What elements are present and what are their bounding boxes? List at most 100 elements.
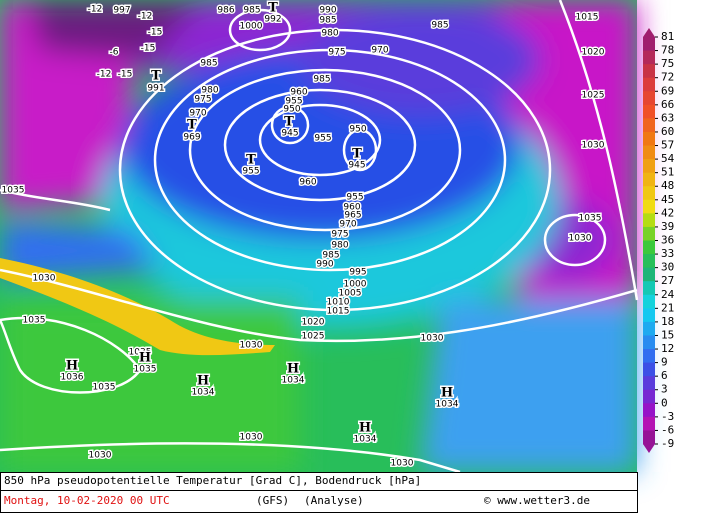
isobar-label: 991 xyxy=(147,84,164,94)
isobar-label: 1005 xyxy=(339,289,362,299)
isobar-label: 975 xyxy=(194,95,211,105)
isobar-label: 975 xyxy=(328,48,345,58)
isobar-label: 985 xyxy=(322,251,339,261)
legend-band xyxy=(643,294,655,309)
footer-analysis: (Analyse) xyxy=(304,494,364,507)
legend-tick-label: 51 xyxy=(661,166,674,179)
isobar-label: 980 xyxy=(201,86,218,96)
legend-tick-label: 36 xyxy=(661,234,674,247)
isobar-label: 1020 xyxy=(582,48,605,58)
legend-tick-label: 12 xyxy=(661,342,674,355)
legend-band xyxy=(643,91,655,106)
footer-model: (GFS) xyxy=(256,494,289,507)
legend-tick-label: 24 xyxy=(661,288,675,301)
isobar-label: 1020 xyxy=(302,318,325,328)
footer-copyright: © www.wetter3.de xyxy=(484,494,590,507)
legend-tick-label: 66 xyxy=(661,98,674,111)
legend-band xyxy=(643,281,655,296)
isobar-label: 965 xyxy=(344,211,361,221)
footer-box xyxy=(0,472,638,513)
legend-tick-label: 6 xyxy=(661,369,668,382)
isobar-label: 1030 xyxy=(240,433,263,443)
isobar-label: 1035 xyxy=(579,214,602,224)
pressure-center: H xyxy=(139,351,151,366)
legend-band xyxy=(643,254,655,269)
pressure-center: T xyxy=(352,147,362,162)
isobar-label: 975 xyxy=(331,230,348,240)
legend-band xyxy=(643,267,655,282)
isobar-label: 970 xyxy=(189,109,206,119)
legend-band xyxy=(643,403,655,418)
temperature-field xyxy=(0,0,637,472)
isobar-label: 1035 xyxy=(2,186,25,196)
legend-band xyxy=(643,145,655,160)
isobar-label: 1035 xyxy=(134,365,157,375)
isobar-label: 1034 xyxy=(282,376,305,386)
pressure-center: H xyxy=(197,374,209,389)
legend-tick-label: 57 xyxy=(661,139,674,152)
isobar-label: 980 xyxy=(331,241,348,251)
isobar-label: 1015 xyxy=(327,307,350,317)
isobar-label: 1000 xyxy=(240,22,263,32)
legend-tick-label: 45 xyxy=(661,193,674,206)
isobar-label: 955 xyxy=(242,167,259,177)
pressure-center: H xyxy=(66,359,78,374)
legend-band xyxy=(643,213,655,228)
isobar-label: 969 xyxy=(183,133,200,143)
isobar-label: 955 xyxy=(314,134,331,144)
isobar-label: 985 xyxy=(313,75,330,85)
legend-band xyxy=(643,131,655,147)
legend-tick-label: -9 xyxy=(661,437,674,450)
isobar-label: 955 xyxy=(285,97,302,107)
isobar-label: 950 xyxy=(283,105,300,115)
isobars xyxy=(0,8,638,394)
isobar-label: 1030 xyxy=(421,334,444,344)
pressure-center: H xyxy=(359,421,371,436)
legend-tick-label: 27 xyxy=(661,274,674,287)
legend-tick-label: 54 xyxy=(661,152,675,165)
legend-tick-label: 15 xyxy=(661,328,674,341)
legend-tick-label: 42 xyxy=(661,206,674,219)
legend-arrow-top xyxy=(643,28,655,37)
legend-tick-label: 30 xyxy=(661,261,674,274)
isobar-label: 986 xyxy=(217,6,234,16)
legend-band xyxy=(643,50,655,65)
isobar-label: 1030 xyxy=(33,274,56,284)
isobar-label: 995 xyxy=(349,268,366,278)
legend-tick-label: -6 xyxy=(661,423,674,436)
isobar-label: 1035 xyxy=(93,383,116,393)
legend-tick-label: 81 xyxy=(661,30,674,43)
legend-band xyxy=(643,308,655,323)
footer-title: 850 hPa pseudopotentielle Temperatur [Gr… xyxy=(4,474,421,487)
legend-tick-label: 3 xyxy=(661,383,668,396)
pressure-center: H xyxy=(441,386,453,401)
isobar-label: 990 xyxy=(316,260,333,270)
legend-band xyxy=(643,37,655,52)
isobar-label: 1000 xyxy=(344,280,367,290)
legend-band xyxy=(643,77,655,92)
legend-band xyxy=(643,199,655,214)
isobar-label: 1025 xyxy=(582,91,605,101)
isobar-label: 1036 xyxy=(61,373,84,383)
legend-band xyxy=(643,349,655,364)
isobar-label: 960 xyxy=(299,178,316,188)
legend-band xyxy=(643,159,655,174)
legend-tick-label: 75 xyxy=(661,57,674,70)
legend-band xyxy=(643,226,655,241)
isobar-label: -15 xyxy=(148,28,163,38)
isobar-label: -15 xyxy=(118,70,133,80)
legend-tick-label: 69 xyxy=(661,84,674,97)
legend-band xyxy=(643,186,655,201)
legend-band xyxy=(643,362,655,377)
isobar-label: -12 xyxy=(88,5,103,15)
isobar-label: 960 xyxy=(343,203,360,213)
legend-tick-label: 60 xyxy=(661,125,674,138)
legend-band xyxy=(643,389,655,404)
legend-band xyxy=(643,416,655,431)
legend-band xyxy=(643,64,655,79)
isobar-label: 970 xyxy=(339,220,356,230)
legend-band xyxy=(643,240,655,255)
legend-tick-label: 21 xyxy=(661,301,674,314)
